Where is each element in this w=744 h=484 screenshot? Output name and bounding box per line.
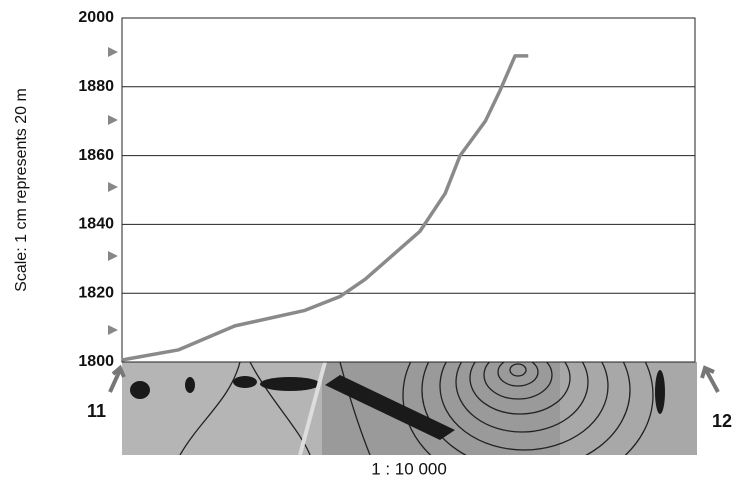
map-strip (122, 362, 697, 455)
y-tick-label: 1840 (78, 216, 114, 233)
y-tick-label: 2000 (78, 9, 114, 26)
profile-line (121, 54, 529, 362)
plot-frame (121, 17, 696, 363)
end-arrows (108, 364, 720, 393)
side-markers (108, 47, 118, 335)
y-tick-label: 1800 (78, 353, 114, 370)
x-axis-label: 1 : 10 000 (371, 459, 447, 478)
y-tick-label: 1860 (78, 147, 114, 164)
y-axis-label: Scale: 1 cm represents 20 m (13, 88, 30, 292)
point-label: 11 (87, 401, 106, 421)
y-tick-label: 1880 (78, 78, 114, 95)
point-label: 12 (712, 411, 732, 431)
y-tick-label: 1820 (78, 284, 114, 301)
